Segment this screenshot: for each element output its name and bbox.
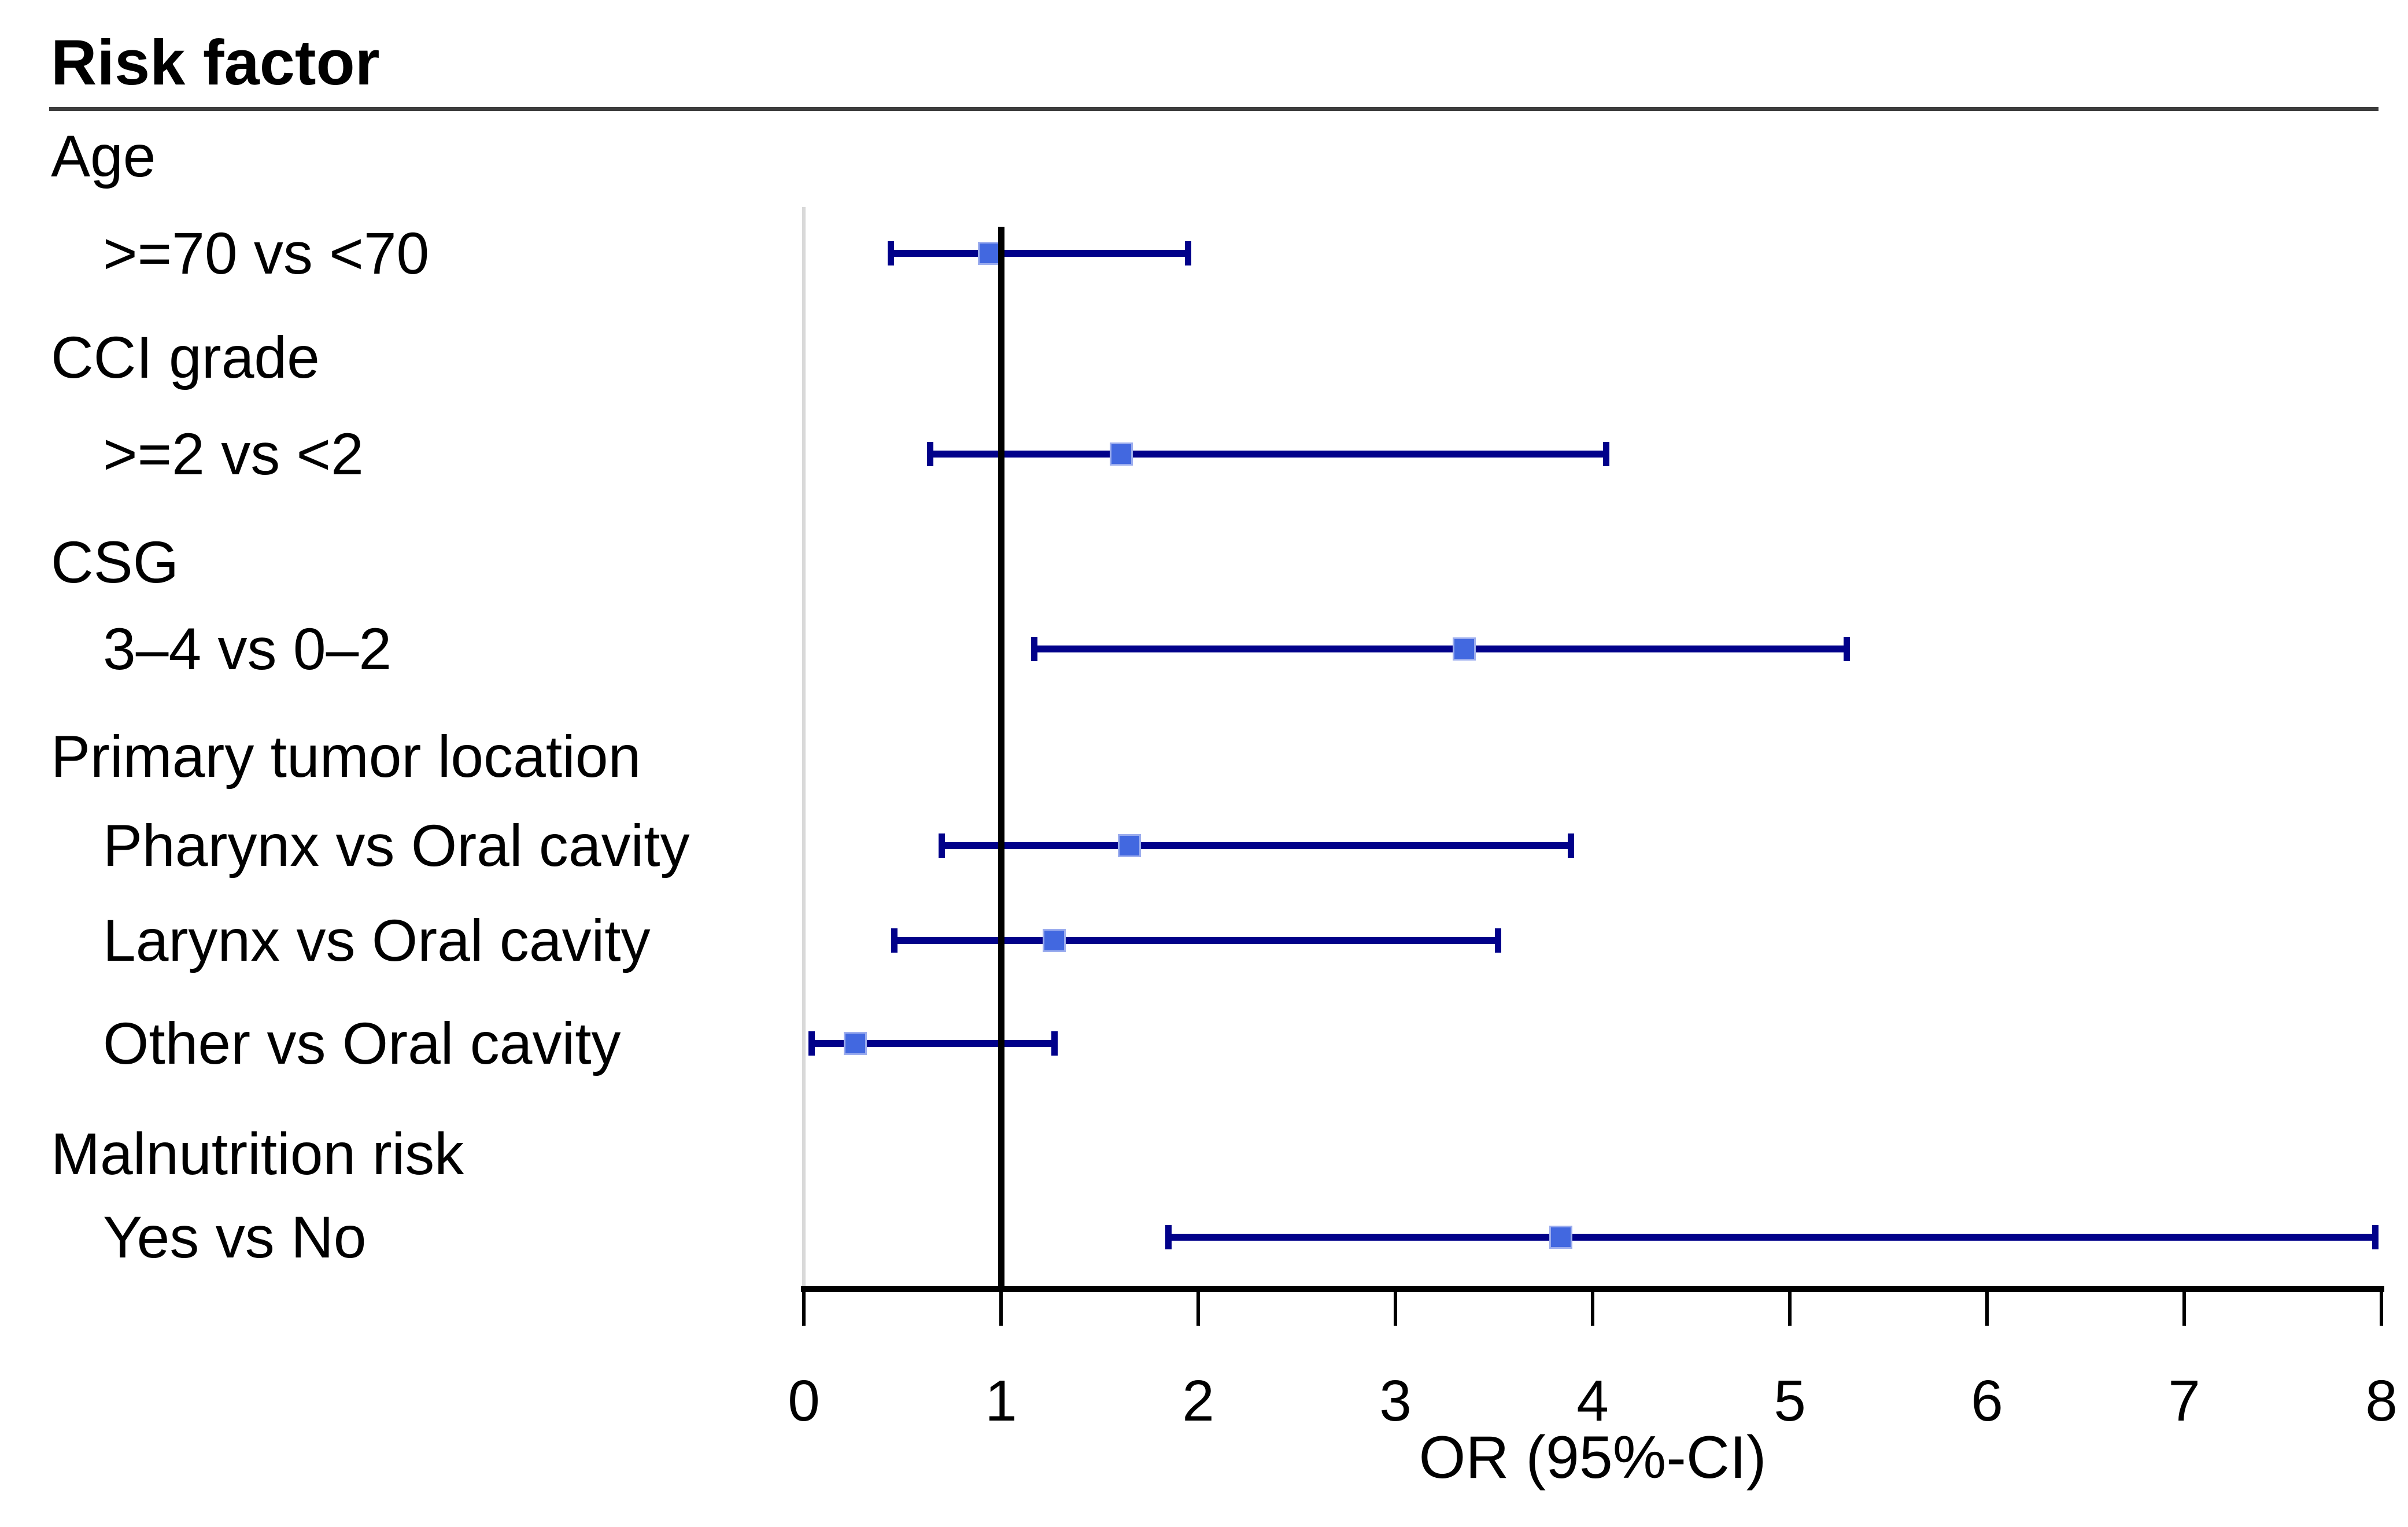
group-label: Malnutrition risk xyxy=(51,1121,464,1187)
ci-whisker xyxy=(894,937,1498,944)
x-tick-label: 8 xyxy=(2365,1369,2398,1433)
x-tick xyxy=(999,1289,1003,1326)
x-tick-label: 3 xyxy=(1379,1369,1412,1433)
ci-cap-left xyxy=(887,241,894,265)
ci-cap-left xyxy=(891,928,898,953)
row-label: Yes vs No xyxy=(103,1204,367,1270)
group-label: Primary tumor location xyxy=(51,724,641,790)
zero-boundary-line xyxy=(802,207,806,1286)
x-tick xyxy=(1196,1289,1200,1326)
or-marker xyxy=(1117,834,1141,857)
ci-whisker xyxy=(941,842,1571,849)
header-rule xyxy=(49,107,2379,111)
ci-cap-left xyxy=(1031,637,1038,661)
row-label: Larynx vs Oral cavity xyxy=(103,908,651,973)
x-tick xyxy=(1394,1289,1397,1326)
x-tick-label: 7 xyxy=(2168,1369,2200,1433)
x-tick xyxy=(1985,1289,1989,1326)
x-tick-label: 2 xyxy=(1182,1369,1214,1433)
ci-whisker xyxy=(1034,646,1847,652)
ci-whisker xyxy=(930,451,1606,458)
or-marker xyxy=(977,242,1001,265)
x-tick xyxy=(2182,1289,2186,1326)
ci-whisker xyxy=(811,1040,1055,1047)
x-axis-label: OR (95%-CI) xyxy=(1419,1424,1767,1491)
row-label: Pharynx vs Oral cavity xyxy=(103,813,690,879)
x-tick xyxy=(1591,1289,1594,1326)
ci-cap-right xyxy=(1185,241,1192,265)
ci-cap-left xyxy=(926,442,933,466)
x-tick xyxy=(2380,1289,2383,1326)
reference-line xyxy=(998,227,1004,1292)
or-marker xyxy=(1110,442,1133,466)
ci-cap-right xyxy=(1603,442,1610,466)
x-tick xyxy=(802,1289,806,1326)
chart-title: Risk factor xyxy=(51,27,380,98)
row-label: >=2 vs <2 xyxy=(103,421,364,487)
row-label: Other vs Oral cavity xyxy=(103,1010,621,1076)
ci-cap-left xyxy=(939,833,946,858)
ci-whisker xyxy=(1168,1234,2376,1241)
group-label: CCI grade xyxy=(51,324,320,390)
ci-cap-right xyxy=(1051,1031,1058,1056)
or-marker xyxy=(1549,1226,1573,1249)
ci-whisker xyxy=(891,250,1188,257)
group-label: CSG xyxy=(51,529,179,595)
x-tick-label: 5 xyxy=(1774,1369,1806,1433)
or-marker xyxy=(1453,637,1476,661)
row-label: >=70 vs <70 xyxy=(103,220,430,286)
x-tick-label: 1 xyxy=(985,1369,1017,1433)
x-tick-label: 4 xyxy=(1576,1369,1609,1433)
ci-cap-right xyxy=(2372,1225,2379,1249)
x-tick-label: 6 xyxy=(1971,1369,2003,1433)
ci-cap-right xyxy=(1494,928,1501,953)
ci-cap-right xyxy=(1844,637,1851,661)
or-marker xyxy=(1043,929,1066,952)
ci-cap-right xyxy=(1567,833,1574,858)
x-tick xyxy=(1788,1289,1792,1326)
x-tick-label: 0 xyxy=(788,1369,820,1433)
ci-cap-left xyxy=(808,1031,815,1056)
or-marker xyxy=(843,1032,867,1055)
group-label: Age xyxy=(51,123,156,189)
row-label: 3–4 vs 0–2 xyxy=(103,616,392,682)
ci-cap-left xyxy=(1165,1225,1172,1249)
